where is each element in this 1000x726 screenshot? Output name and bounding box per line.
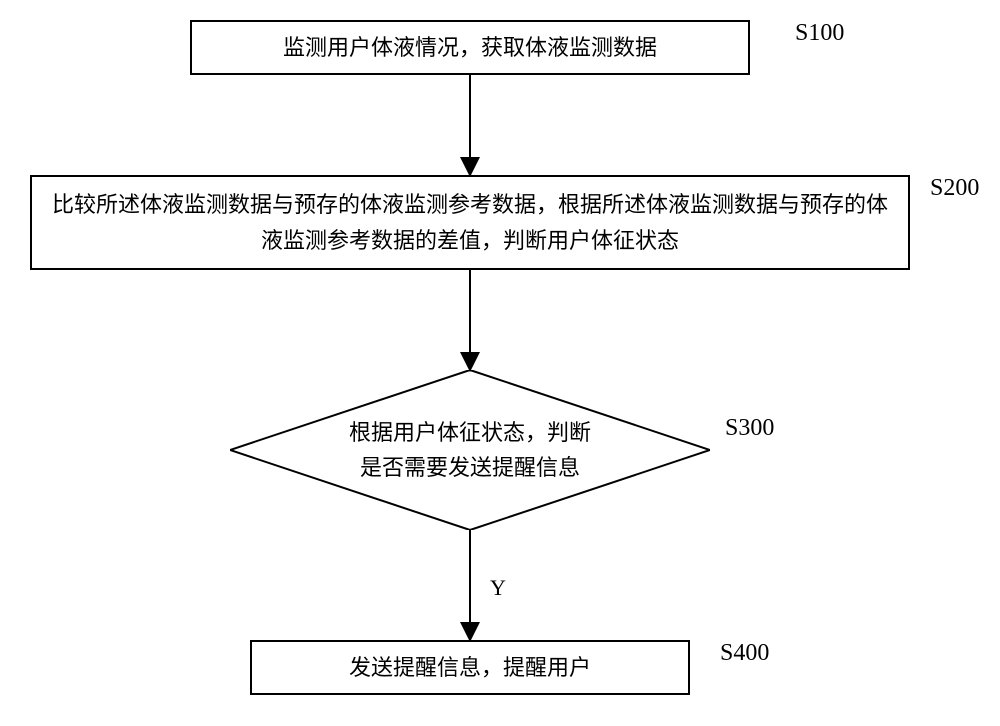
label-s400: S400: [720, 640, 769, 667]
label-s200: S200: [930, 175, 979, 202]
node-s300-text: 根据用户体征状态，判断 是否需要发送提醒信息: [230, 370, 710, 530]
node-s400: 发送提醒信息，提醒用户: [250, 640, 690, 695]
node-s200: 比较所述体液监测数据与预存的体液监测参考数据，根据所述体液监测数据与预存的体液监…: [30, 175, 910, 270]
flowchart-canvas: 监测用户体液情况，获取体液监测数据 S100 比较所述体液监测数据与预存的体液监…: [0, 0, 1000, 726]
node-s300: 根据用户体征状态，判断 是否需要发送提醒信息: [230, 370, 710, 530]
label-s100: S100: [795, 20, 844, 47]
node-s100: 监测用户体液情况，获取体液监测数据: [190, 20, 750, 75]
node-s200-text: 比较所述体液监测数据与预存的体液监测参考数据，根据所述体液监测数据与预存的体液监…: [42, 187, 898, 257]
edge-label-y: Y: [490, 575, 506, 601]
node-s400-text: 发送提醒信息，提醒用户: [349, 650, 591, 685]
node-s100-text: 监测用户体液情况，获取体液监测数据: [283, 30, 657, 65]
flowchart-edges: [0, 0, 1000, 726]
label-s300: S300: [725, 415, 774, 442]
